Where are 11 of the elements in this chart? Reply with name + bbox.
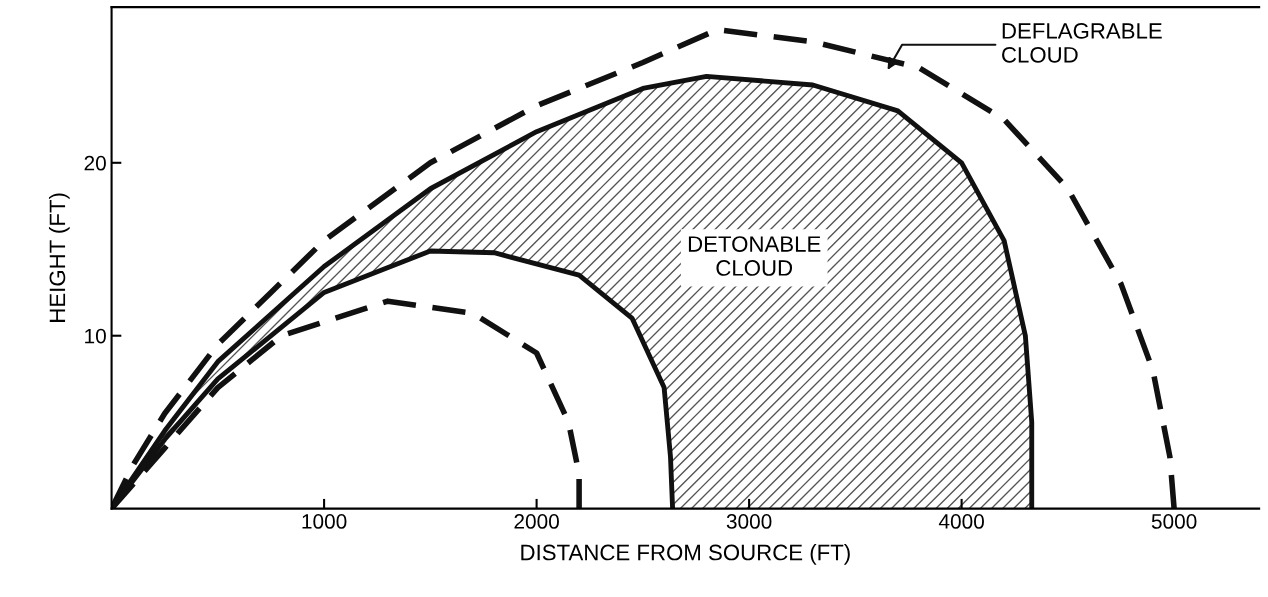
x-tick-label: 4000 <box>938 514 984 529</box>
x-tick-label: 1000 <box>302 514 347 529</box>
x-tick-label: 2000 <box>514 514 559 529</box>
x-tick-label: 3000 <box>726 514 772 529</box>
x-tick-label: 5000 <box>1151 514 1197 529</box>
y-tick-label: 20 <box>84 155 106 171</box>
y-axis-title: HEIGHT (FT) <box>48 193 70 322</box>
annotation: DETONABLE CLOUD <box>688 236 821 276</box>
y-tick-label: 10 <box>85 328 106 344</box>
x-axis-title: DISTANCE FROM SOURCE (FT) <box>521 544 850 565</box>
annotation: DEFLAGRABLE CLOUD <box>1002 23 1162 63</box>
